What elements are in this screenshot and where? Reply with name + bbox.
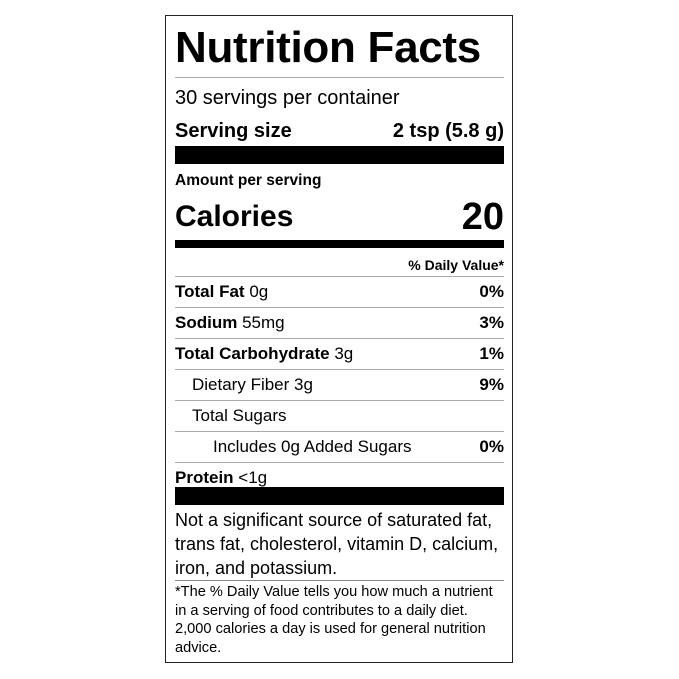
calories-row: Calories 20 <box>175 196 504 238</box>
nutrient-label: Total Fat <box>175 282 245 301</box>
nutrition-facts-label: Nutrition Facts 30 servings per containe… <box>165 15 513 663</box>
footnote: *The % Daily Value tells you how much a … <box>175 584 493 656</box>
nutrient-name: Dietary Fiber 3g <box>175 370 313 400</box>
nutrient-amount: 3g <box>334 344 354 363</box>
divider <box>175 580 504 581</box>
nutrient-daily-value: 1% <box>479 344 504 363</box>
calories-value: 20 <box>461 196 504 238</box>
nutrient-amount: 3g <box>294 375 313 394</box>
amount-per-serving: Amount per serving <box>175 172 322 189</box>
nutrient-amount: <1g <box>238 468 268 487</box>
nutrient-row: Includes 0g Added Sugars 0% <box>175 431 504 462</box>
nutrient-daily-value: 0% <box>479 437 504 456</box>
nutrient-label: Sodium <box>175 313 238 332</box>
nutrient-amount: 0g <box>249 282 269 301</box>
nutrient-label: Dietary Fiber <box>192 375 290 394</box>
nutrient-list: Total Fat 0g 0% Sodium 55mg 3% Total Carbohy… <box>175 276 504 493</box>
nutrient-row: Total Carbohydrate 3g 1% <box>175 338 504 369</box>
nutrient-label: Total Sugars <box>192 406 287 425</box>
thick-divider <box>175 146 504 164</box>
calories-label: Calories <box>175 200 294 233</box>
nutrient-amount: 55mg <box>242 313 285 332</box>
nutrient-daily-value: 0% <box>479 282 504 301</box>
nutrient-row: Total Sugars <box>175 400 504 431</box>
medium-divider <box>175 240 504 248</box>
nutrient-label: Total Carbohydrate <box>175 344 330 363</box>
nutrient-name: Includes 0g Added Sugars <box>175 432 411 462</box>
divider <box>175 77 504 78</box>
nutrient-name: Protein <1g <box>175 463 267 493</box>
serving-size-row: Serving size 2 tsp (5.8 g) <box>175 119 504 143</box>
nutrient-label: Protein <box>175 468 234 487</box>
nutrient-name: Total Sugars <box>175 401 287 431</box>
not-significant-note: Not a significant source of saturated fa… <box>175 510 499 578</box>
nutrient-row: Protein <1g <box>175 462 504 493</box>
daily-value-header: % Daily Value* <box>408 257 504 273</box>
servings-per-container: 30 servings per container <box>175 87 400 109</box>
nutrient-label: Includes 0g Added Sugars <box>213 437 412 456</box>
label-title: Nutrition Facts <box>175 23 481 72</box>
nutrient-name: Total Fat 0g <box>175 277 268 307</box>
nutrient-row: Sodium 55mg 3% <box>175 307 504 338</box>
thick-divider <box>175 487 504 505</box>
serving-size-value: 2 tsp (5.8 g) <box>392 120 504 142</box>
nutrient-row: Total Fat 0g 0% <box>175 276 504 307</box>
nutrient-name: Sodium 55mg <box>175 308 285 338</box>
nutrient-name: Total Carbohydrate 3g <box>175 339 353 369</box>
nutrient-row: Dietary Fiber 3g 9% <box>175 369 504 400</box>
nutrient-daily-value: 9% <box>479 375 504 394</box>
serving-size-label: Serving size <box>175 120 292 142</box>
nutrient-daily-value: 3% <box>479 313 504 332</box>
